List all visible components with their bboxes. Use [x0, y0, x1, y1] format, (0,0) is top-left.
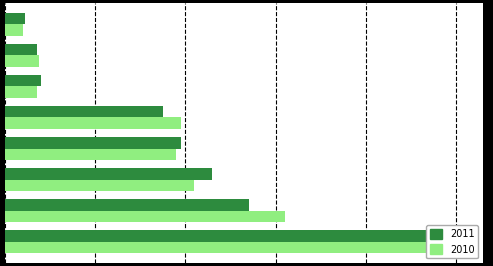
Bar — [5, 55, 39, 67]
Bar — [5, 118, 181, 129]
Bar — [5, 230, 447, 242]
Bar — [5, 199, 248, 211]
Bar — [5, 106, 163, 118]
Bar — [5, 137, 181, 148]
Bar — [5, 242, 429, 253]
Bar — [5, 86, 36, 98]
Bar — [5, 75, 41, 86]
Bar — [5, 211, 284, 222]
Bar — [5, 44, 36, 55]
Bar — [5, 180, 194, 191]
Bar — [5, 13, 25, 24]
Bar — [5, 168, 212, 180]
Bar — [5, 148, 176, 160]
Legend: 2011, 2010: 2011, 2010 — [426, 225, 478, 259]
Bar — [5, 24, 23, 36]
